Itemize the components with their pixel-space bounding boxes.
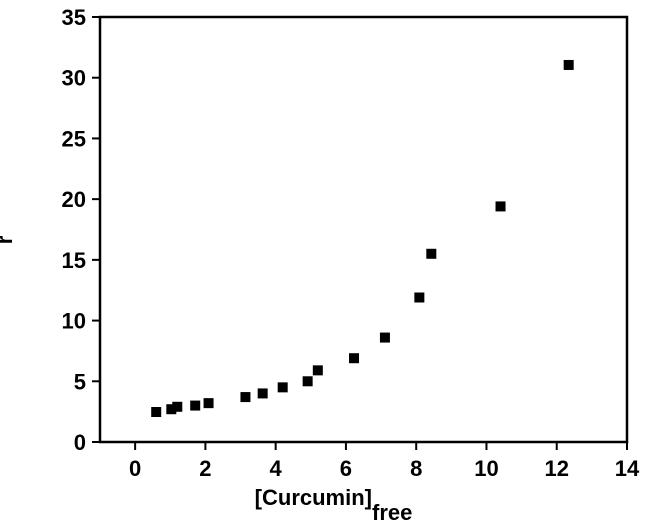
y-tick-label: 5 bbox=[74, 369, 86, 394]
data-point bbox=[151, 407, 162, 418]
data-point bbox=[172, 401, 183, 412]
data-point bbox=[257, 388, 268, 399]
x-tick-label: 14 bbox=[615, 456, 640, 481]
y-tick-label: 0 bbox=[74, 430, 86, 455]
y-tick-label: 30 bbox=[62, 66, 86, 91]
data-point bbox=[190, 400, 201, 411]
x-tick-label: 4 bbox=[270, 456, 283, 481]
x-tick-label: 6 bbox=[340, 456, 352, 481]
data-point bbox=[312, 365, 323, 376]
data-point bbox=[563, 59, 574, 70]
data-point bbox=[277, 382, 288, 393]
data-point bbox=[495, 201, 506, 212]
y-tick-label: 35 bbox=[62, 5, 86, 30]
data-point bbox=[203, 398, 214, 409]
x-tick-label: 8 bbox=[410, 456, 422, 481]
data-point bbox=[302, 376, 313, 387]
x-axis-label: [Curcumin] bbox=[255, 485, 372, 510]
y-tick-label: 10 bbox=[62, 309, 86, 334]
data-point bbox=[379, 332, 390, 343]
data-point bbox=[240, 392, 251, 403]
x-axis-label-subscript: free bbox=[372, 500, 412, 525]
x-tick-label: 10 bbox=[474, 456, 498, 481]
y-tick-label: 25 bbox=[62, 126, 86, 151]
y-tick-label: 15 bbox=[62, 248, 86, 273]
y-axis-label: r bbox=[0, 235, 17, 244]
x-tick-label: 2 bbox=[199, 456, 211, 481]
x-tick-label: 12 bbox=[544, 456, 568, 481]
plot-frame bbox=[98, 15, 629, 444]
data-point bbox=[426, 248, 437, 259]
x-tick-label: 0 bbox=[129, 456, 141, 481]
data-point bbox=[166, 404, 177, 415]
data-point bbox=[349, 353, 360, 364]
data-point bbox=[414, 292, 425, 303]
y-tick-label: 20 bbox=[62, 187, 86, 212]
